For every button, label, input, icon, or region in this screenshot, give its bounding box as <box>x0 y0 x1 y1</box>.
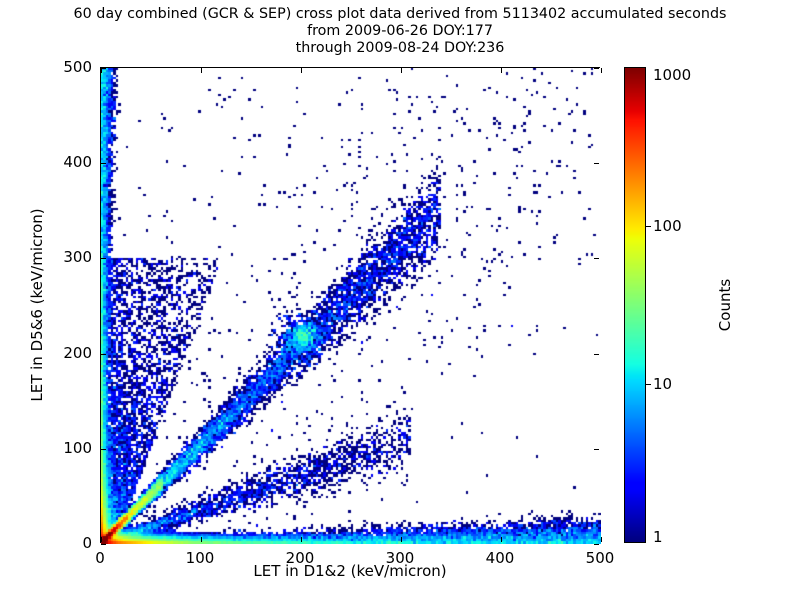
x-ticklabel-300: 300 <box>385 549 415 567</box>
colorbar-ticklabel-100: 100 <box>653 216 682 235</box>
y-tick-100 <box>594 448 599 450</box>
y-ticklabel-0: 0 <box>82 534 92 552</box>
colorbar-gradient <box>624 67 646 543</box>
y-ticklabel-400: 400 <box>63 153 92 172</box>
x-tick-300 <box>401 537 402 542</box>
colorbar-label: Counts <box>716 278 734 332</box>
x-tick-0 <box>101 68 102 73</box>
y-tick-300 <box>594 258 599 260</box>
x-ticklabel-200: 200 <box>285 549 315 567</box>
y-tick-200 <box>101 353 106 355</box>
y-ticklabel-500: 500 <box>63 58 92 76</box>
x-ticklabel-400: 400 <box>485 549 515 567</box>
y-ticklabel-200: 200 <box>63 343 92 362</box>
y-tick-0 <box>101 544 106 545</box>
x-tick-100 <box>201 68 202 73</box>
x-axis-label: LET in D1&2 (keV/micron) <box>253 562 447 580</box>
y-tick-500 <box>594 68 599 69</box>
y-axis-label: LET in D5&6 (keV/micron) <box>28 208 46 402</box>
x-ticklabel-0: 0 <box>95 549 105 567</box>
y-ticklabel-100: 100 <box>63 438 92 457</box>
heatmap-scatter-plot <box>101 68 601 544</box>
colorbar-ticklabel-10: 10 <box>653 375 673 394</box>
y-ticklabel-300: 300 <box>63 248 92 267</box>
x-tick-500 <box>601 68 602 73</box>
x-tick-300 <box>401 68 402 73</box>
y-tick-100 <box>101 448 106 450</box>
colorbar-ticklabel-1: 1 <box>653 528 663 546</box>
x-tick-200 <box>301 537 302 542</box>
plot-axes <box>100 67 602 545</box>
x-tick-200 <box>301 68 302 73</box>
y-tick-200 <box>594 353 599 355</box>
title-line-3: through 2009-08-24 DOY:236 <box>295 40 505 56</box>
y-tick-300 <box>101 258 106 260</box>
title-line-1: 60 day combined (GCR & SEP) cross plot d… <box>73 6 727 22</box>
x-ticklabel-500: 500 <box>585 549 615 567</box>
y-tick-0 <box>594 544 599 545</box>
y-tick-400 <box>594 163 599 165</box>
x-tick-400 <box>501 68 502 73</box>
x-ticklabel-100: 100 <box>185 549 215 567</box>
title-line-2: from 2009-06-26 DOY:177 <box>307 23 493 39</box>
y-tick-500 <box>101 68 106 69</box>
colorbar: 1 10 100 1000 <box>624 66 691 546</box>
x-tick-0 <box>101 537 102 542</box>
y-tick-400 <box>101 163 106 165</box>
chart-title: 60 day combined (GCR & SEP) cross plot d… <box>0 6 800 57</box>
colorbar-tick-100 <box>646 225 651 227</box>
colorbar-tick-10 <box>646 384 651 386</box>
x-tick-400 <box>501 537 502 542</box>
colorbar-ticklabel-1000: 1000 <box>653 66 692 84</box>
x-tick-100 <box>201 537 202 542</box>
x-tick-500 <box>601 537 602 542</box>
